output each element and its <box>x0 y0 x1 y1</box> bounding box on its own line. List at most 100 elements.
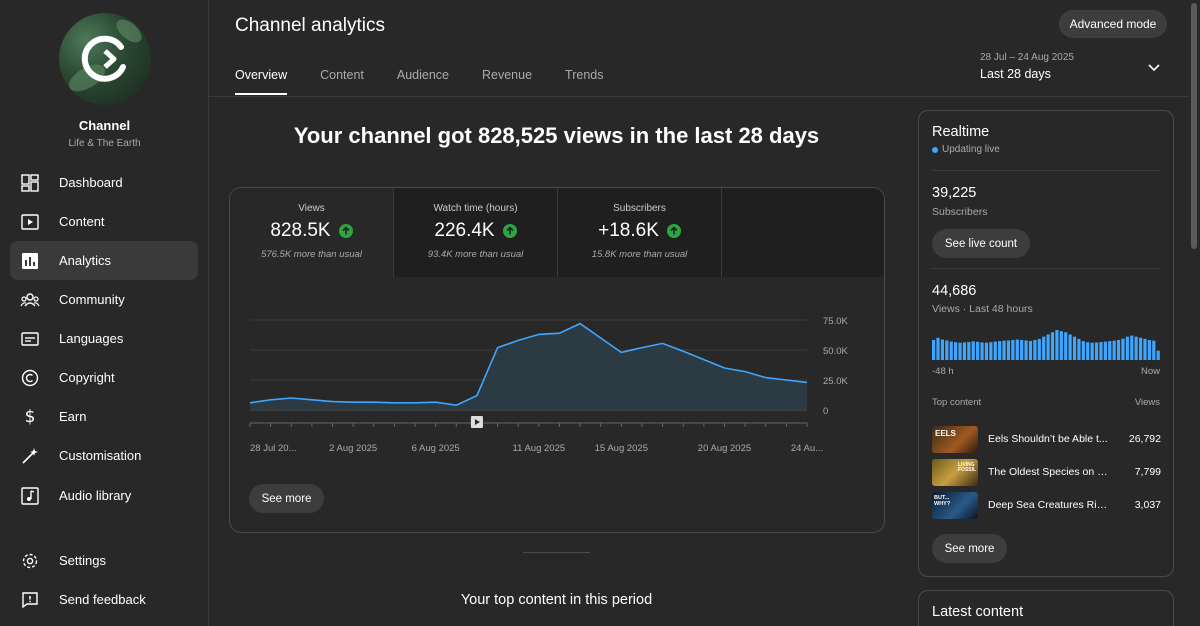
metric-empty-slot <box>722 188 884 277</box>
realtime-bar <box>1112 340 1116 360</box>
realtime-bar <box>1099 342 1103 360</box>
sidebar-item-analytics[interactable]: Analytics <box>10 241 198 280</box>
realtime-bar <box>1103 341 1107 360</box>
data-point <box>393 402 395 404</box>
page-title: Channel analytics <box>235 15 385 36</box>
advanced-mode-button[interactable]: Advanced mode <box>1059 10 1167 38</box>
views-chart[interactable]: 0 25.0K 50.0K 75.0K 28 Jul 20... 2 Aug 2025 6 … <box>230 277 885 467</box>
data-point <box>620 351 622 353</box>
tab-content[interactable]: Content <box>320 68 364 82</box>
sidebar-item-customisation[interactable]: Customisation <box>10 436 198 475</box>
sidebar-item-community[interactable]: Community <box>10 280 198 319</box>
realtime-bar <box>980 342 984 360</box>
tab-trends[interactable]: Trends <box>565 68 604 82</box>
realtime-panel: Realtime Updating live 39,225 Subscriber… <box>918 110 1174 577</box>
see-live-count-button[interactable]: See live count <box>932 229 1030 258</box>
realtime-bar <box>1037 338 1041 360</box>
latest-content-title: Latest content <box>932 604 1024 620</box>
video-thumbnail: BUT... WHY? <box>932 491 978 519</box>
data-point <box>496 346 498 348</box>
divider <box>932 268 1161 269</box>
sidebar-item-label: Community <box>59 292 125 307</box>
realtime-bar <box>940 339 945 360</box>
realtime-bar <box>1152 340 1156 360</box>
video-views: 3,037 <box>1134 499 1161 511</box>
chevron-down-icon[interactable] <box>1146 61 1162 79</box>
list-item[interactable]: LIVING FOSSIL The Oldest Species on Ea..… <box>932 458 1161 486</box>
realtime-bar <box>993 341 997 360</box>
tab-audience[interactable]: Audience <box>396 68 449 82</box>
tab-revenue[interactable]: Revenue <box>482 68 533 82</box>
realtime-axis-end: Now <box>1140 366 1160 377</box>
realtime-bar <box>1086 342 1090 360</box>
metric-note: 93.4K more than usual <box>427 249 524 260</box>
top-content-heading: Your top content in this period <box>460 592 653 608</box>
metric-subscribers[interactable]: Subscribers +18.6K 15.8K more than usual <box>558 188 722 277</box>
live-dot-icon <box>932 146 938 153</box>
copyright-icon <box>20 368 40 388</box>
realtime-bar <box>1046 334 1050 360</box>
realtime-axis-start: -48 h <box>932 366 954 377</box>
realtime-bar <box>1059 331 1063 360</box>
sidebar-item-settings[interactable]: Settings <box>10 541 198 580</box>
realtime-bar <box>989 342 993 360</box>
chart-area <box>250 323 807 410</box>
date-range-text[interactable]: 28 Jul – 24 Aug 2025 <box>980 52 1074 63</box>
sidebar-item-label: Content <box>59 214 105 229</box>
realtime-bar <box>971 341 975 360</box>
sidebar-item-label: Customisation <box>59 448 142 463</box>
sidebar-item-content[interactable]: Content <box>10 202 198 241</box>
realtime-bar <box>1121 338 1125 360</box>
audio-library-icon <box>20 486 40 506</box>
metric-watch-time[interactable]: Watch time (hours) 226.4K 93.4K more tha… <box>394 188 558 277</box>
data-point <box>517 339 519 341</box>
content-icon <box>20 212 40 232</box>
tab-overview[interactable]: Overview <box>235 68 288 95</box>
realtime-bar <box>1090 342 1094 360</box>
realtime-bar <box>1050 332 1055 360</box>
realtime-bar <box>967 342 971 360</box>
sidebar-item-dashboard[interactable]: Dashboard <box>10 163 198 202</box>
sidebar-item-label: Audio library <box>59 488 132 503</box>
customisation-icon <box>20 446 40 466</box>
page-scrollbar[interactable] <box>1189 0 1200 626</box>
sidebar-item-label: Settings <box>59 553 106 568</box>
realtime-bar <box>1028 340 1033 360</box>
sidebar-item-copyright[interactable]: Copyright <box>10 358 198 397</box>
metric-views[interactable]: Views 828.5K 576.5K more than usual <box>230 188 394 277</box>
realtime-bar <box>1130 335 1134 360</box>
list-item[interactable]: EELS Eels Shouldn’t be Able t... 26,792 <box>932 425 1161 453</box>
realtime-bar <box>1134 336 1138 360</box>
header-divider <box>209 96 1200 97</box>
realtime-see-more-button[interactable]: See more <box>932 534 1007 563</box>
realtime-bar <box>936 337 940 360</box>
x-tick-label: 28 Jul 20... <box>250 443 296 454</box>
realtime-bar <box>1015 339 1019 360</box>
see-more-button[interactable]: See more <box>249 484 324 513</box>
views-column-label: Views <box>1134 397 1160 408</box>
sidebar-item-languages[interactable]: Languages <box>10 319 198 358</box>
x-tick-label: 11 Aug 2025 <box>512 443 565 454</box>
metric-label: Subscribers <box>613 203 666 214</box>
realtime-bar <box>1143 338 1147 360</box>
metric-value: 828.5K <box>270 220 331 241</box>
scrollbar-thumb[interactable] <box>1191 3 1197 249</box>
data-point <box>538 333 540 335</box>
x-tick-label: 6 Aug 2025 <box>412 443 460 454</box>
sidebar-item-label: Languages <box>59 331 124 346</box>
video-views: 7,799 <box>1134 466 1161 478</box>
data-point <box>661 342 663 344</box>
realtime-bar <box>976 341 980 360</box>
realtime-views-bars[interactable] <box>932 330 1161 360</box>
date-range-label[interactable]: Last 28 days <box>980 67 1051 81</box>
sidebar-item-send-feedback[interactable]: Send feedback <box>10 580 198 619</box>
x-tick-label: 2 Aug 2025 <box>329 443 377 454</box>
channel-avatar[interactable] <box>59 13 151 105</box>
data-point <box>352 401 354 403</box>
list-item[interactable]: BUT... WHY? Deep Sea Creatures Rise ... … <box>932 491 1161 519</box>
video-title: Deep Sea Creatures Rise ... <box>988 499 1112 511</box>
realtime-bar <box>1055 330 1059 360</box>
data-point <box>765 376 767 378</box>
sidebar-item-audio-library[interactable]: Audio library <box>10 476 198 515</box>
sidebar-item-earn[interactable]: $ Earn <box>10 397 198 436</box>
